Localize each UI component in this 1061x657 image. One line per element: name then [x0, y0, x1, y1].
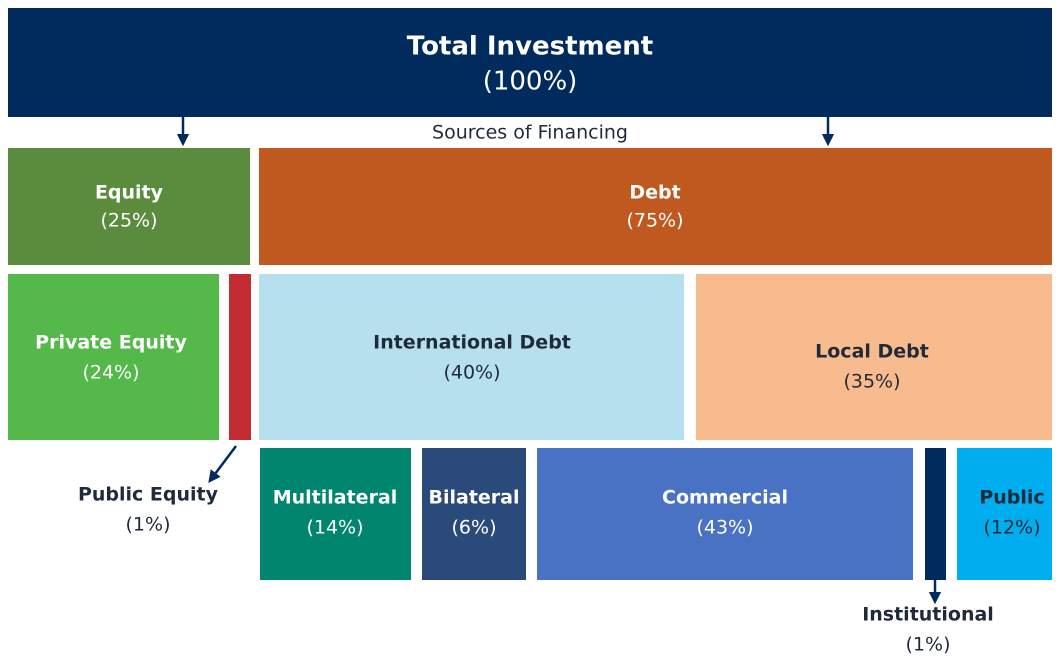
public-equity-box	[229, 274, 251, 440]
node-label: Multilateral	[273, 487, 398, 509]
node-share: (1%)	[906, 634, 951, 656]
node-label: Local Debt	[815, 341, 929, 363]
node-label: Equity	[95, 182, 164, 204]
public-box	[957, 448, 1052, 580]
equity-box	[8, 148, 250, 265]
node-label: Institutional	[862, 604, 994, 626]
node-share: (14%)	[306, 517, 363, 539]
arrow	[208, 445, 237, 483]
international-debt-box	[259, 274, 684, 440]
institutional-box	[925, 448, 946, 580]
node-label: Debt	[629, 182, 680, 204]
node-share: (35%)	[843, 371, 900, 393]
node-label: International Debt	[373, 332, 571, 354]
node-label: Private Equity	[35, 332, 187, 354]
total-label: Total Investment	[407, 32, 653, 62]
node-share: (40%)	[443, 362, 500, 384]
node-share: (25%)	[100, 210, 157, 232]
node-label: Public	[979, 487, 1044, 509]
node-share: (1%)	[126, 514, 171, 536]
node-share: (43%)	[696, 517, 753, 539]
node-label: Bilateral	[428, 487, 519, 509]
node-share: (6%)	[452, 517, 497, 539]
debt-box	[259, 148, 1052, 265]
node-share: (12%)	[983, 517, 1040, 539]
bilateral-box	[422, 448, 526, 580]
node-label: Commercial	[662, 487, 788, 509]
node-label: Public Equity	[78, 484, 219, 506]
multilateral-box	[260, 448, 411, 580]
caption: Sources of Financing	[432, 122, 628, 144]
private-equity-box	[8, 274, 219, 440]
node-share: (75%)	[626, 210, 683, 232]
total-share: (100%)	[483, 67, 578, 97]
node-share: (24%)	[82, 362, 139, 384]
local-debt-box	[696, 274, 1052, 440]
total-box	[8, 8, 1052, 117]
commercial-box	[537, 448, 913, 580]
